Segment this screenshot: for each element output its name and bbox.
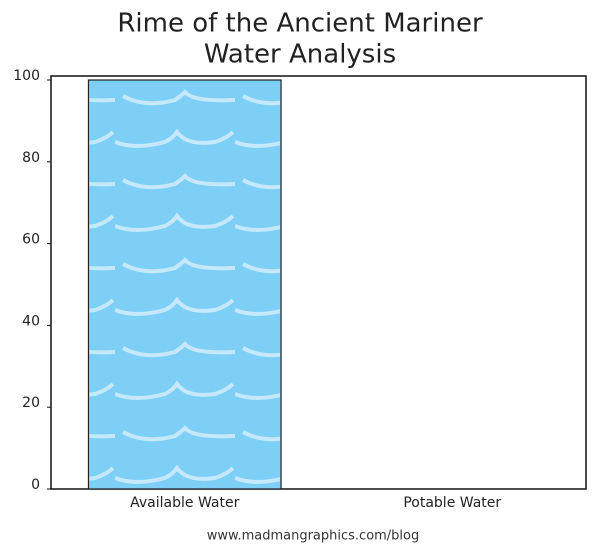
source-note: www.madmangraphics.com/blog	[207, 529, 420, 544]
y-tick-label: 100	[13, 68, 40, 84]
y-tick-label: 0	[31, 477, 40, 493]
chart-title: Rime of the Ancient Mariner	[117, 9, 483, 39]
y-tick-label: 40	[22, 313, 40, 329]
x-tick-label: Available Water	[130, 495, 239, 511]
y-tick-label: 80	[22, 150, 40, 166]
x-tick-label: Potable Water	[403, 495, 501, 511]
y-tick-label: 60	[22, 232, 40, 248]
plot-frame	[50, 75, 587, 490]
chart-title: Water Analysis	[204, 40, 396, 70]
y-tick-label: 20	[22, 395, 40, 411]
bar-texture	[89, 81, 281, 488]
